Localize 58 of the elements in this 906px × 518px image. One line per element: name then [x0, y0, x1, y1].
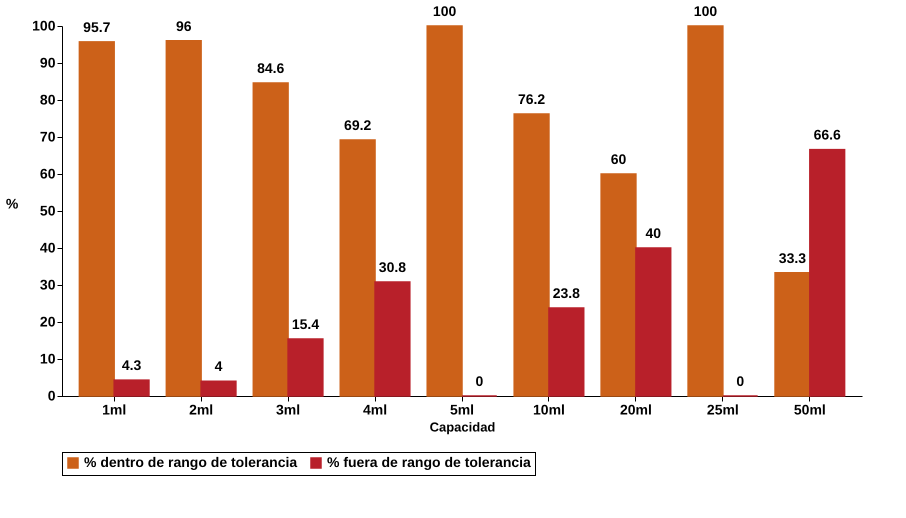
- data-label: 4.3: [122, 357, 142, 374]
- bar: [513, 113, 550, 397]
- bar: [426, 25, 463, 397]
- data-label: 15.4: [292, 316, 320, 332]
- data-label: 84.6: [257, 60, 285, 76]
- y-tick-label: 40: [40, 240, 56, 256]
- data-label: 30.8: [378, 259, 406, 276]
- x-tick-label: 10ml: [532, 402, 565, 418]
- y-axis-title: %: [6, 196, 19, 212]
- y-tick-label: 10: [40, 350, 56, 366]
- data-label: 0: [736, 373, 744, 389]
- y-tick-label: 60: [40, 166, 56, 182]
- x-tick-label: 25ml: [706, 402, 739, 418]
- y-tick-label: 50: [40, 202, 56, 218]
- bar: [78, 41, 115, 397]
- x-tick-label: 50ml: [794, 402, 826, 418]
- bar: [374, 281, 411, 397]
- bar: [548, 307, 584, 397]
- data-label: 76.2: [518, 91, 546, 108]
- bar: [774, 272, 811, 397]
- data-label: 60: [610, 151, 627, 167]
- data-label: 66.6: [814, 126, 842, 143]
- bar: [635, 247, 672, 397]
- x-tick-label: 4ml: [362, 402, 388, 418]
- x-tick-label: 2ml: [189, 402, 214, 418]
- x-tick-label: 20ml: [620, 402, 652, 418]
- y-tick-label: 0: [48, 388, 56, 404]
- x-tick-label: 5ml: [450, 402, 474, 418]
- data-label: 95.7: [83, 18, 111, 35]
- bar: [252, 82, 289, 397]
- x-tick-label: 3ml: [276, 402, 300, 418]
- data-label: 33.3: [778, 250, 806, 266]
- data-label: 100: [432, 3, 456, 19]
- x-tick-label: 1ml: [102, 402, 126, 418]
- x-axis-title: Capacidad: [430, 420, 496, 434]
- bar: [809, 148, 846, 397]
- bar: [113, 379, 150, 397]
- data-label: 4: [214, 358, 223, 374]
- data-label: 23.8: [552, 284, 580, 301]
- data-label: 100: [694, 3, 718, 19]
- data-label: 0: [475, 373, 484, 389]
- legend-label: % fuera de rango de tolerancia: [327, 454, 532, 470]
- data-label: 40: [646, 225, 662, 241]
- bar: [340, 139, 376, 397]
- bar: [600, 173, 637, 397]
- y-tick-label: 30: [40, 276, 56, 292]
- bar: [200, 380, 237, 397]
- legend-label: % dentro de rango de tolerancia: [84, 454, 298, 470]
- y-tick-label: 90: [40, 54, 56, 70]
- y-tick-label: 70: [40, 128, 56, 144]
- bar: [166, 40, 202, 397]
- data-label: 96: [176, 18, 192, 34]
- data-label: 69.2: [344, 116, 372, 133]
- y-tick-label: 20: [40, 314, 56, 330]
- bar: [687, 25, 724, 397]
- y-tick-label: 80: [40, 92, 56, 108]
- bar: [287, 338, 324, 397]
- y-tick-label: 100: [32, 18, 56, 34]
